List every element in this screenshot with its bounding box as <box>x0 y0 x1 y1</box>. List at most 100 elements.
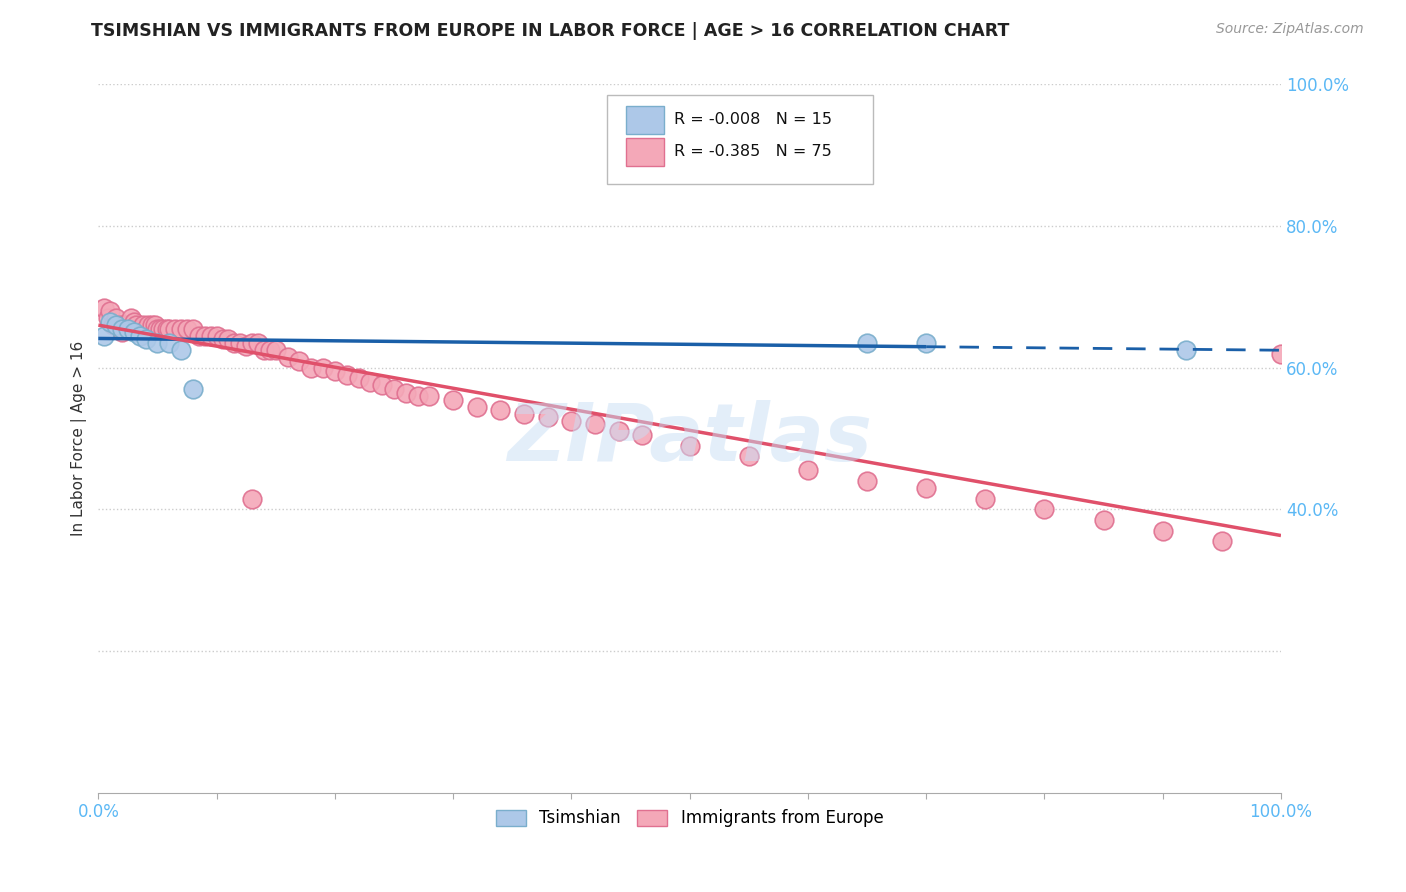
Point <box>111 326 134 340</box>
Point <box>797 463 820 477</box>
Point <box>194 329 217 343</box>
Point <box>1211 534 1233 549</box>
Point <box>108 318 131 333</box>
Point <box>631 428 654 442</box>
Point <box>122 315 145 329</box>
Point <box>253 343 276 357</box>
Point <box>98 315 121 329</box>
Point <box>336 368 359 382</box>
Point <box>98 304 121 318</box>
Point <box>240 335 263 350</box>
Point <box>111 322 134 336</box>
Point <box>513 407 536 421</box>
Point <box>288 353 311 368</box>
Point <box>105 318 128 333</box>
Point <box>149 322 172 336</box>
Point <box>382 382 405 396</box>
Point <box>915 335 938 350</box>
Point <box>224 335 246 350</box>
Point <box>132 318 155 333</box>
Point <box>135 322 157 336</box>
Point <box>112 318 135 333</box>
Point <box>187 329 209 343</box>
Point <box>915 481 938 495</box>
Point <box>128 322 150 336</box>
Point <box>176 322 198 336</box>
Point <box>679 439 702 453</box>
Point <box>359 375 381 389</box>
Point <box>974 491 997 506</box>
Point <box>143 318 166 333</box>
Point <box>235 339 257 353</box>
Point <box>136 318 159 333</box>
Point <box>1033 502 1056 516</box>
Text: TSIMSHIAN VS IMMIGRANTS FROM EUROPE IN LABOR FORCE | AGE > 16 CORRELATION CHART: TSIMSHIAN VS IMMIGRANTS FROM EUROPE IN L… <box>91 22 1010 40</box>
Point <box>181 322 204 336</box>
Point <box>93 329 115 343</box>
Point <box>738 449 761 463</box>
Point <box>165 322 187 336</box>
Point <box>1092 513 1115 527</box>
Point <box>200 329 222 343</box>
Point <box>406 389 429 403</box>
Point <box>259 343 281 357</box>
Point <box>141 318 163 333</box>
Point <box>170 343 193 357</box>
Point <box>211 332 233 346</box>
Point <box>135 332 157 346</box>
Point <box>170 322 193 336</box>
Point <box>157 335 180 350</box>
Text: ZIPatlas: ZIPatlas <box>508 400 872 477</box>
Point <box>97 311 120 326</box>
Point <box>299 360 322 375</box>
Point <box>128 329 150 343</box>
Point <box>465 400 488 414</box>
Point <box>1175 343 1198 357</box>
Point <box>441 392 464 407</box>
Point <box>371 378 394 392</box>
FancyBboxPatch shape <box>626 105 664 134</box>
Point <box>312 360 335 375</box>
Point <box>117 322 139 336</box>
Point <box>146 335 169 350</box>
Point <box>121 311 143 326</box>
Y-axis label: In Labor Force | Age > 16: In Labor Force | Age > 16 <box>72 341 87 536</box>
Point <box>122 326 145 340</box>
Point <box>105 311 128 326</box>
Text: R = -0.385   N = 75: R = -0.385 N = 75 <box>675 145 832 159</box>
Point <box>217 332 239 346</box>
Point <box>489 403 512 417</box>
Point <box>152 322 174 336</box>
Point <box>607 425 630 439</box>
Point <box>583 417 606 432</box>
Point <box>247 335 270 350</box>
Point <box>347 371 370 385</box>
Text: Source: ZipAtlas.com: Source: ZipAtlas.com <box>1216 22 1364 37</box>
Point <box>157 322 180 336</box>
Point <box>125 318 148 333</box>
Point <box>856 474 879 488</box>
Point <box>117 318 139 333</box>
FancyBboxPatch shape <box>607 95 873 184</box>
Point <box>146 322 169 336</box>
Point <box>93 301 115 315</box>
Point <box>156 322 179 336</box>
Point <box>1270 346 1292 360</box>
Point <box>277 350 299 364</box>
Point <box>264 343 287 357</box>
Point <box>395 385 418 400</box>
Point <box>205 329 228 343</box>
Point <box>229 335 252 350</box>
Point <box>181 382 204 396</box>
FancyBboxPatch shape <box>626 137 664 166</box>
Legend: Tsimshian, Immigrants from Europe: Tsimshian, Immigrants from Europe <box>489 803 890 834</box>
Point <box>101 318 124 333</box>
Point <box>240 491 263 506</box>
Point <box>418 389 440 403</box>
Point <box>537 410 560 425</box>
Point <box>560 414 582 428</box>
Text: R = -0.008   N = 15: R = -0.008 N = 15 <box>675 112 832 128</box>
Point <box>1152 524 1174 538</box>
Point <box>323 364 346 378</box>
Point <box>856 335 879 350</box>
